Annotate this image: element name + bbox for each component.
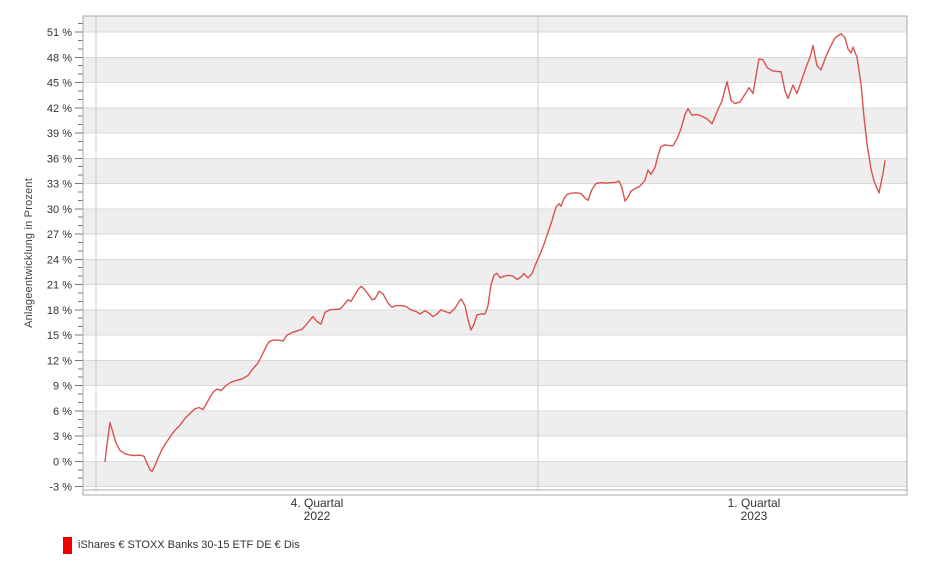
y-tick-label: 0 % bbox=[53, 456, 72, 468]
legend-label: iShares € STOXX Banks 30-15 ETF DE € Dis bbox=[78, 539, 300, 551]
y-tick-label: 6 % bbox=[53, 406, 72, 418]
y-axis-ticks bbox=[75, 23, 83, 488]
y-tick-label: 15 % bbox=[47, 330, 72, 342]
y-tick-label: 12 % bbox=[47, 355, 72, 367]
plot-frame bbox=[82, 15, 908, 496]
y-tick-label: 42 % bbox=[47, 103, 72, 115]
series-line bbox=[104, 33, 886, 473]
x-axis-label-q1-2023: 1. Quartal 2023 bbox=[679, 497, 829, 523]
y-axis-title: Anlageentwicklung in Prozent bbox=[20, 16, 38, 490]
y-tick-label: 48 % bbox=[47, 52, 72, 64]
y-axis-tick-labels: -3 % 0 % 3 % 6 % 9 % 12 % 15 % 18 % 21 % 24 % 27 %… bbox=[47, 27, 72, 494]
y-tick-label: 33 % bbox=[47, 179, 72, 191]
y-tick-label: 36 % bbox=[47, 153, 72, 165]
x-axis-label-year: 2022 bbox=[303, 509, 331, 523]
y-tick-label: 24 % bbox=[47, 254, 72, 266]
y-tick-label: 39 % bbox=[47, 128, 72, 140]
x-axis-label-q4-2022: 4. Quartal 2022 bbox=[242, 497, 392, 523]
y-axis-title-text: Anlageentwicklung in Prozent bbox=[23, 178, 35, 328]
y-bands bbox=[83, 16, 907, 487]
y-tick-label: 9 % bbox=[53, 381, 72, 393]
x-axis-label-quarter: 4. Quartal bbox=[290, 496, 344, 510]
y-tick-label: 27 % bbox=[47, 229, 72, 241]
x-axis-label-quarter: 1. Quartal bbox=[727, 496, 781, 510]
h-gridlines bbox=[83, 31, 907, 488]
legend: iShares € STOXX Banks 30-15 ETF DE € Dis bbox=[63, 536, 300, 554]
y-tick-label: 45 % bbox=[47, 78, 72, 90]
y-tick-label: 3 % bbox=[53, 431, 72, 443]
y-tick-label: 51 % bbox=[47, 27, 72, 39]
y-tick-label: 30 % bbox=[47, 204, 72, 216]
v-gridlines bbox=[95, 16, 539, 490]
y-tick-label: 18 % bbox=[47, 305, 72, 317]
y-tick-label: -3 % bbox=[49, 482, 72, 494]
y-tick-label: 21 % bbox=[47, 280, 72, 292]
legend-swatch bbox=[63, 536, 72, 554]
x-axis-label-year: 2023 bbox=[740, 509, 768, 523]
